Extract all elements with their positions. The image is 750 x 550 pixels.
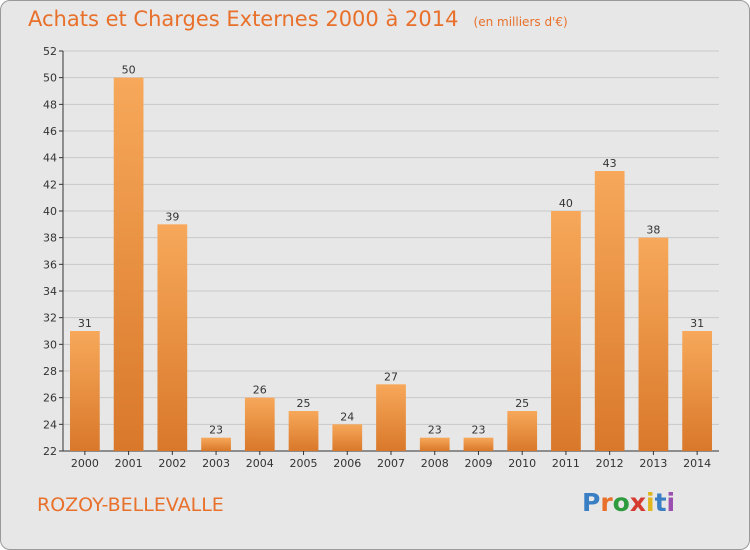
y-tick-label: 24 <box>43 418 57 431</box>
bar-value-label: 31 <box>78 317 92 330</box>
chart-title-block: Achats et Charges Externes 2000 à 2014 (… <box>28 7 568 31</box>
bar-value-label: 40 <box>559 197 573 210</box>
x-tick-label: 2003 <box>202 457 230 470</box>
bar <box>332 424 363 451</box>
logo-letter: P <box>582 488 601 517</box>
x-tick-label: 2009 <box>464 457 492 470</box>
logo-letter: t <box>654 488 667 517</box>
y-tick-label: 44 <box>43 152 57 165</box>
x-tick-label: 2004 <box>246 457 274 470</box>
x-tick-label: 2000 <box>71 457 99 470</box>
bar-value-label: 26 <box>253 384 267 397</box>
bar-value-label: 43 <box>603 157 617 170</box>
y-tick-label: 32 <box>43 312 57 325</box>
y-tick-label: 34 <box>43 285 57 298</box>
bar <box>244 397 275 451</box>
bar <box>157 224 188 451</box>
bar-value-label: 39 <box>165 210 179 223</box>
x-tick-label: 2006 <box>333 457 361 470</box>
y-tick-label: 38 <box>43 232 57 245</box>
bar <box>113 77 144 452</box>
bar <box>419 437 450 451</box>
bar <box>682 331 713 451</box>
chart-title: Achats et Charges Externes 2000 à 2014 <box>28 7 459 31</box>
bar-value-label: 24 <box>340 410 354 423</box>
y-tick-label: 28 <box>43 365 57 378</box>
chart-subtitle: (en milliers d'€) <box>473 15 568 29</box>
bar <box>594 171 625 451</box>
y-tick-label: 22 <box>43 445 57 458</box>
x-tick-label: 2002 <box>158 457 186 470</box>
y-tick-label: 52 <box>43 45 57 58</box>
x-tick-label: 2014 <box>683 457 711 470</box>
bar <box>507 411 538 451</box>
x-tick-label: 2007 <box>377 457 405 470</box>
x-tick-label: 2012 <box>596 457 624 470</box>
bar <box>638 237 669 451</box>
bar <box>463 437 494 451</box>
bar <box>551 211 581 451</box>
bar <box>69 331 100 451</box>
bar-value-label: 50 <box>122 64 136 77</box>
commune-name: ROZOY-BELLEVALLE <box>37 494 224 516</box>
bar-value-label: 23 <box>209 424 223 437</box>
x-tick-label: 2010 <box>508 457 536 470</box>
y-tick-label: 48 <box>43 98 57 111</box>
y-tick-label: 50 <box>43 72 57 85</box>
x-tick-label: 2011 <box>552 457 580 470</box>
bar-value-label: 23 <box>471 424 485 437</box>
y-tick-label: 40 <box>43 205 57 218</box>
logo-letter: r <box>600 488 613 517</box>
bar-value-label: 38 <box>646 224 660 237</box>
bar-value-label: 27 <box>384 370 398 383</box>
x-tick-label: 2001 <box>115 457 143 470</box>
y-tick-label: 30 <box>43 338 57 351</box>
x-tick-label: 2013 <box>639 457 667 470</box>
bar-value-label: 25 <box>297 397 311 410</box>
x-tick-label: 2008 <box>421 457 449 470</box>
bar-value-label: 31 <box>690 317 704 330</box>
bar-value-label: 25 <box>515 397 529 410</box>
logo-letter: i <box>646 488 655 517</box>
bar <box>288 411 319 451</box>
bar-value-label: 23 <box>428 424 442 437</box>
proxiti-logo: Proxiti <box>582 488 675 517</box>
y-tick-label: 42 <box>43 178 57 191</box>
y-tick-label: 36 <box>43 258 57 271</box>
y-tick-label: 46 <box>43 125 57 138</box>
logo-letter: i <box>666 488 676 517</box>
logo-letter: x <box>629 488 646 517</box>
logo-letter: o <box>612 488 630 517</box>
x-tick-label: 2005 <box>290 457 318 470</box>
bar <box>376 384 406 451</box>
bar <box>201 437 231 451</box>
y-tick-label: 26 <box>43 392 57 405</box>
